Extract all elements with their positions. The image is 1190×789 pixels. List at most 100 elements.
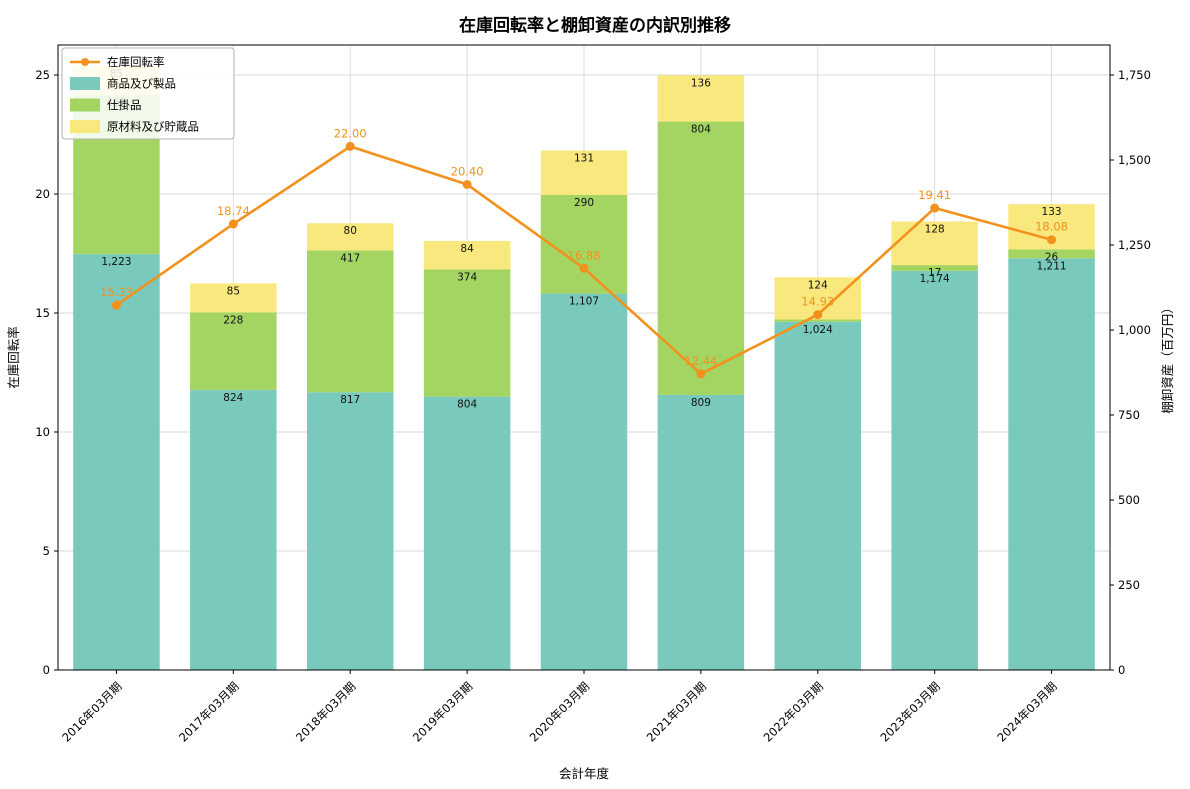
bar-segment-series0 — [657, 394, 745, 670]
line-marker — [579, 263, 589, 273]
right-tick-label: 1,500 — [1118, 153, 1151, 167]
chart-title: 在庫回転率と棚卸資産の内訳別推移 — [459, 16, 731, 36]
bar-segment-series1 — [190, 312, 277, 390]
line-marker — [228, 219, 238, 229]
line-value-label: 18.08 — [1035, 220, 1068, 234]
left-tick-label: 25 — [35, 68, 50, 82]
bar-value-label: 80 — [344, 225, 357, 237]
bar-value-label: 131 — [574, 152, 594, 164]
bar-segment-series2 — [540, 150, 628, 196]
legend-box — [61, 47, 235, 140]
left-tick-label: 5 — [43, 544, 50, 558]
x-tick-label: 2022年03月期 — [761, 679, 826, 744]
x-tick-label: 2019年03月期 — [410, 679, 475, 744]
stacked-bars — [73, 66, 1095, 670]
line-value-label: 16.88 — [568, 248, 601, 262]
bar-segment-series2 — [306, 223, 394, 251]
left-tick-label: 20 — [35, 187, 50, 201]
legend-color-patch — [70, 120, 100, 133]
line-marker — [696, 369, 706, 379]
bar-value-label: 136 — [691, 77, 711, 89]
bar-segment-series0 — [190, 389, 277, 670]
bar-value-label: 824 — [223, 392, 243, 404]
bar-value-label: 133 — [1042, 206, 1062, 218]
line-value-label: 15.33 — [100, 285, 133, 299]
bar-value-label: 417 — [340, 252, 360, 264]
right-tick-label: 1,250 — [1118, 238, 1151, 252]
x-tick-label: 2016年03月期 — [59, 679, 124, 744]
line-value-label: 12.44 — [684, 354, 717, 368]
bar-value-label: 124 — [808, 279, 828, 291]
line-value-label: 18.74 — [217, 204, 250, 218]
line-value-label: 22.00 — [334, 126, 367, 140]
bar-value-label: 804 — [457, 399, 477, 411]
bar-segment-series2 — [190, 283, 277, 313]
legend-label: 在庫回転率 — [107, 55, 165, 69]
bar-value-label: 1,223 — [101, 256, 131, 268]
bar-segment-series1 — [774, 319, 862, 322]
bar-segment-series1 — [1008, 249, 1095, 259]
line-marker — [1047, 235, 1057, 245]
bar-segment-series0 — [1008, 258, 1095, 670]
x-tick-label: 2018年03月期 — [293, 679, 358, 744]
right-tick-label: 750 — [1118, 408, 1140, 422]
line-value-label: 19.41 — [918, 188, 951, 202]
legend-label: 仕掛品 — [107, 98, 142, 112]
line-marker — [345, 141, 355, 151]
tick-marks — [54, 74, 1114, 674]
left-tick-label: 10 — [35, 425, 50, 439]
bar-value-label: 804 — [691, 124, 711, 136]
x-tick-label: 2021年03月期 — [644, 679, 709, 744]
left-tick-label: 15 — [35, 306, 50, 320]
right-tick-label: 250 — [1118, 578, 1140, 592]
bar-segment-series0 — [306, 392, 394, 670]
bar-value-label: 290 — [574, 197, 594, 209]
bar-value-label: 85 — [227, 285, 240, 297]
line-marker — [813, 310, 823, 320]
right-axis-title: 棚卸資産（百万円） — [1160, 301, 1175, 414]
legend-color-patch — [70, 77, 100, 90]
bar-segment-series0 — [73, 254, 160, 670]
x-tick-label: 2020年03月期 — [527, 679, 592, 744]
bar-segment-series1 — [540, 195, 628, 294]
bar-segment-series1 — [306, 250, 394, 393]
bar-value-label: 1,174 — [920, 273, 950, 285]
bar-value-label: 809 — [691, 397, 711, 409]
left-axis-title: 在庫回転率 — [6, 326, 21, 389]
right-tick-label: 1,750 — [1118, 68, 1151, 82]
bar-segment-series0 — [423, 396, 511, 670]
bar-value-label: 128 — [925, 224, 945, 236]
bar-value-label: 26 — [1045, 251, 1059, 263]
legend-label: 原材料及び貯蔵品 — [107, 120, 199, 134]
axis-titles: 在庫回転率 棚卸資産（百万円） 会計年度 — [6, 301, 1175, 781]
bar-value-label: 1,211 — [1037, 260, 1067, 272]
bar-segment-series1 — [891, 265, 978, 271]
legend-color-patch — [70, 98, 100, 112]
bar-segment-series1 — [423, 269, 511, 397]
x-tick-label: 2023年03月期 — [877, 679, 942, 744]
bar-value-label: 374 — [457, 271, 477, 283]
legend-label: 商品及び製品 — [107, 77, 176, 91]
x-tick-label: 2024年03月期 — [994, 679, 1059, 744]
bar-segment-series0 — [891, 270, 978, 670]
line-marker — [111, 300, 121, 310]
bar-value-label: 1,024 — [803, 324, 833, 336]
bar-value-label: 84 — [460, 243, 474, 255]
x-axis-title: 会計年度 — [559, 766, 610, 781]
bar-segment-series0 — [540, 293, 628, 670]
right-tick-label: 1,000 — [1118, 323, 1151, 337]
line-marker — [930, 203, 940, 213]
bar-segment-series2 — [891, 221, 978, 266]
left-tick-label: 0 — [43, 663, 50, 677]
bar-value-label: 817 — [340, 394, 360, 406]
bar-segment-series0 — [774, 321, 862, 670]
line-value-label: 20.40 — [451, 164, 484, 178]
bar-segment-series2 — [423, 240, 511, 270]
line-value-label: 14.93 — [801, 295, 834, 309]
turnover-line: 15.33 18.74 22.00 20.40 16.88 12.44 14.93 19.41… — [100, 126, 1068, 379]
right-tick-label: 0 — [1118, 663, 1125, 677]
legend-line-marker — [81, 58, 89, 66]
